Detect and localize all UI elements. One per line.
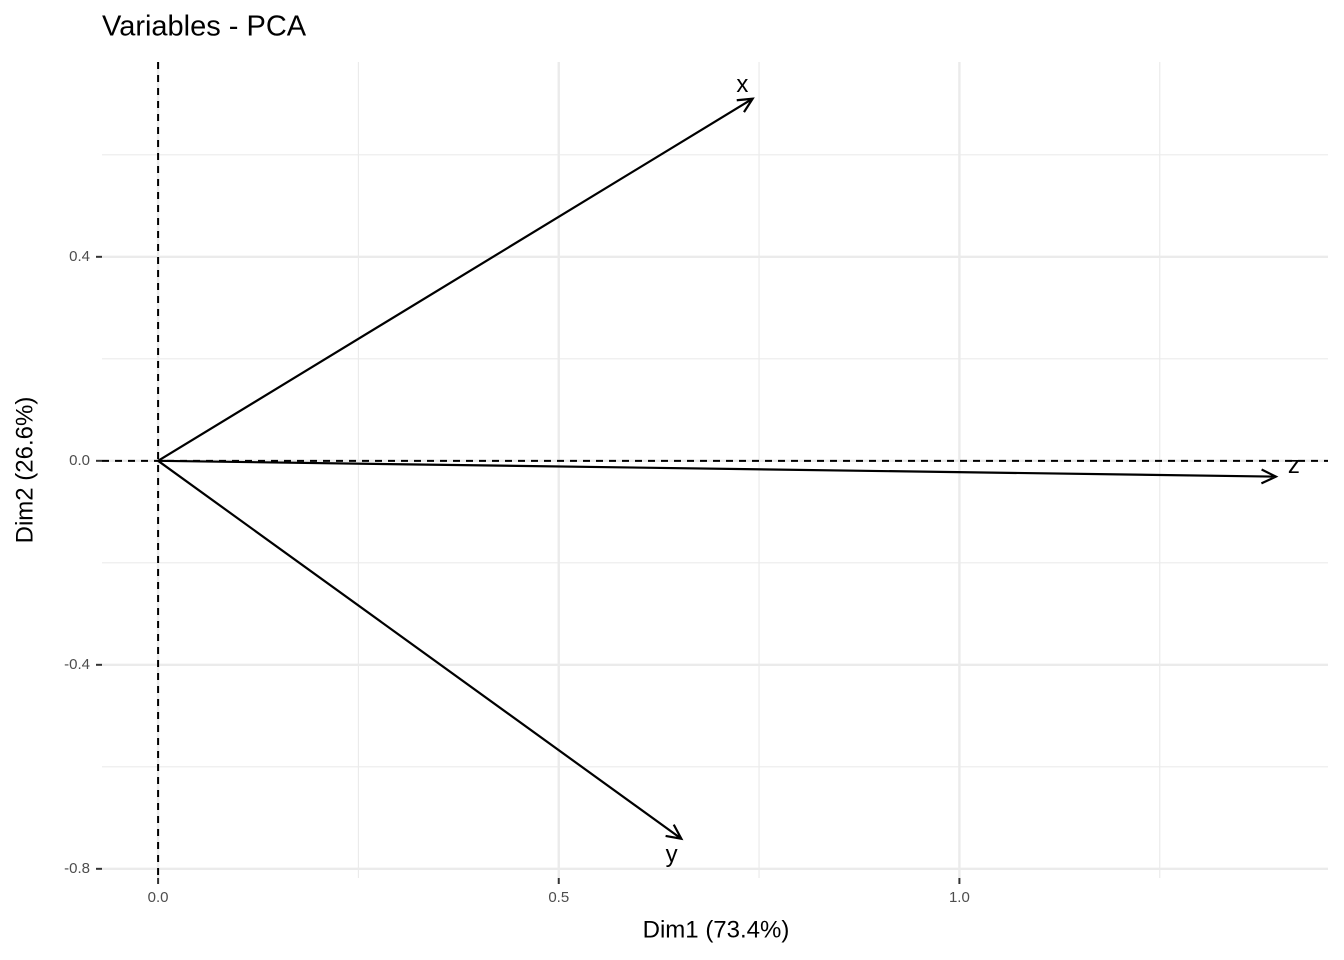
arrow-label: y [666, 841, 678, 868]
arrow [158, 459, 1279, 485]
y-tick-label: -0.8 [64, 860, 90, 877]
arrow [157, 459, 684, 841]
x-axis-title: Dim1 (73.4%) [643, 916, 790, 943]
arrow [157, 97, 755, 462]
arrow-label: z [1288, 452, 1300, 479]
x-tick-label: 0.0 [148, 889, 169, 906]
x-tick-label: 0.5 [548, 889, 569, 906]
y-tick-label: -0.4 [64, 656, 90, 673]
y-tick-label: 0.0 [69, 452, 90, 469]
x-tick-label: 1.0 [949, 889, 970, 906]
y-axis-title: Dim2 (26.6%) [11, 397, 38, 544]
arrow-label: x [736, 71, 748, 98]
y-tick-label: 0.4 [69, 248, 90, 265]
chart-title: Variables - PCA [102, 11, 307, 43]
